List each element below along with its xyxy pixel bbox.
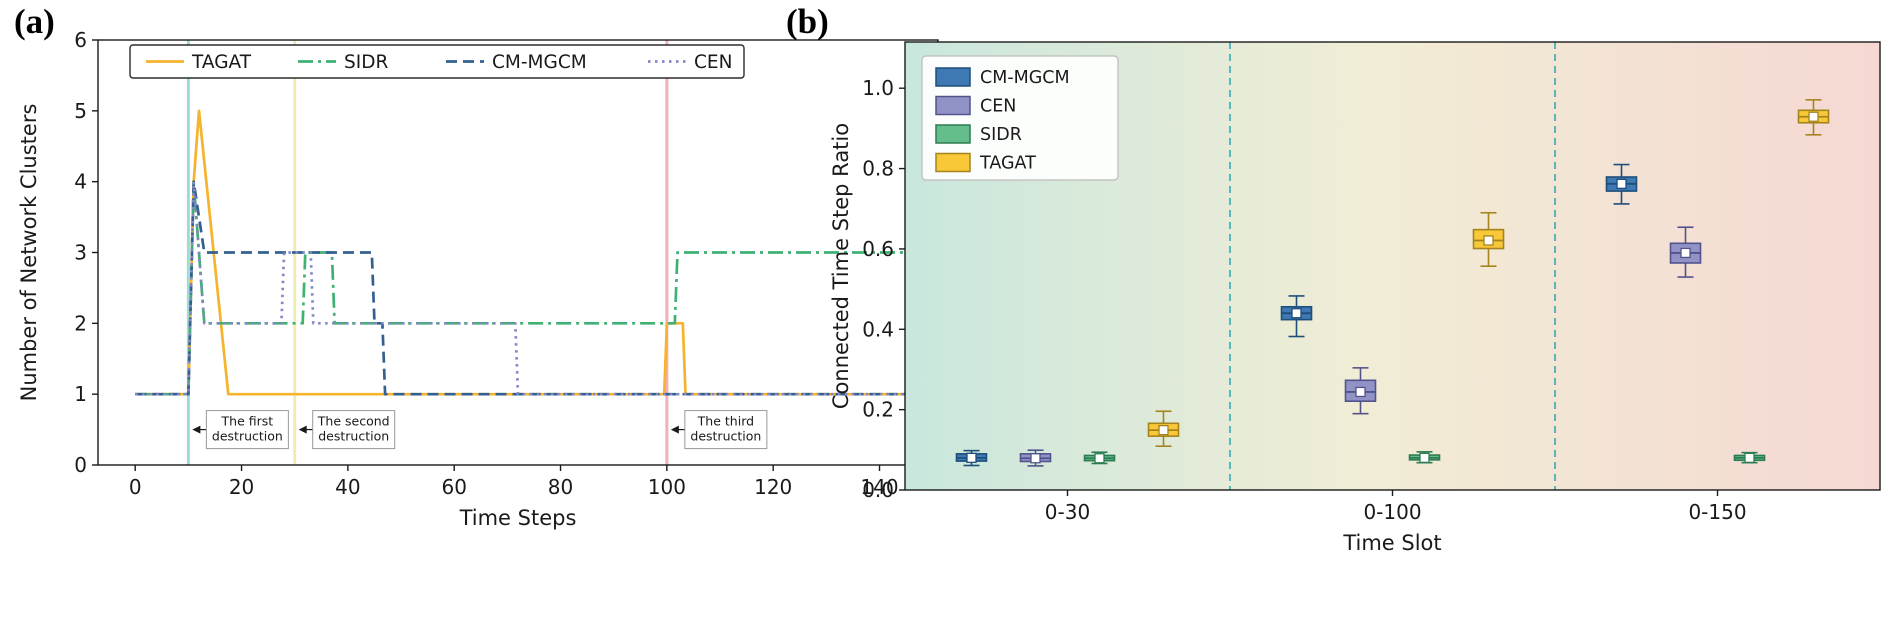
panel-a-x-tick-label: 40 <box>335 475 360 499</box>
panel-b-y-tick-label: 0.2 <box>862 398 894 422</box>
box-CEN-0-30 <box>1019 449 1052 467</box>
panel-b-legend-box <box>921 55 1119 181</box>
legend-label-TAGAT: TAGAT <box>979 154 1036 174</box>
mean-marker <box>1291 308 1302 319</box>
mean-marker <box>1419 452 1430 464</box>
box-CEN-0-100 <box>1344 367 1377 415</box>
legend-label-CM-MGCM: CM-MGCM <box>492 52 587 73</box>
panel-a-x-tick-label: 0 <box>129 475 142 499</box>
box-SIDR-0-30 <box>1083 451 1116 465</box>
panel-b-label: (b) <box>786 2 829 41</box>
panel-b-chart: 0.0 0.2 0.4 0.6 0.8 1.0 0-30 0-100 0-150 Time Slo… <box>829 41 1881 555</box>
mean-marker <box>1030 453 1041 464</box>
panel-a-y-tick-label: 6 <box>74 28 87 52</box>
annotation-text: destruction <box>690 429 761 444</box>
box-TAGAT-0-30 <box>1147 410 1180 448</box>
box-SIDR-0-150 <box>1733 451 1766 464</box>
annotation-text: The second <box>317 414 390 429</box>
annotation-arrowhead-icon <box>670 425 679 434</box>
series-CM-MGCM-line <box>135 180 933 396</box>
panel-b-y-tick-label: 0.6 <box>862 237 894 261</box>
series-CEN-line <box>135 180 933 396</box>
legend-swatch-CEN <box>935 95 971 116</box>
panel-a-x-tick-label: 60 <box>441 475 466 499</box>
panel-b-y-tick-label: 0.0 <box>862 478 894 502</box>
box-CEN-0-150 <box>1669 226 1702 278</box>
panel-a-y-tick-label: 2 <box>74 311 87 335</box>
panel-b-legend: CM-MGCM CEN SIDR TAGAT <box>921 55 1119 181</box>
mean-marker <box>1808 111 1819 122</box>
box-TAGAT-0-150 <box>1797 99 1830 136</box>
mean-marker <box>1094 453 1105 464</box>
panel-a-y-tick-label: 0 <box>74 453 87 477</box>
panel-b-y-tick-label: 0.8 <box>862 157 894 181</box>
annotation-text: destruction <box>318 429 389 444</box>
panel-b-xlabel: Time Slot <box>1342 531 1441 555</box>
mean-marker <box>1680 247 1691 259</box>
mean-marker <box>966 452 977 464</box>
series-SIDR-line <box>135 180 933 396</box>
panel-b-y-tick-label: 0.4 <box>862 317 894 341</box>
box-CM-MGCM-0-150 <box>1605 163 1638 205</box>
legend-label-CEN: CEN <box>694 52 732 73</box>
annotation-text: The third <box>697 414 754 429</box>
panel-a-x-tick-label: 100 <box>648 475 686 499</box>
panel-a-x-tick-label: 140 <box>860 475 898 499</box>
annotation-arrowhead-icon <box>192 425 201 434</box>
panel-b-x-tick-label: 0-100 <box>1363 500 1421 524</box>
mean-marker <box>1483 235 1494 246</box>
panel-a-y-tick-label: 4 <box>74 170 87 194</box>
legend-label-SIDR: SIDR <box>344 52 388 73</box>
panel-a-x-tick-label: 20 <box>229 475 254 499</box>
series-TAGAT-line <box>135 109 933 396</box>
panel-a-x-tick-label: 120 <box>754 475 792 499</box>
panel-a-ylabel: Number of Network Clusters <box>17 104 41 402</box>
panel-b-x-tick-label: 0-150 <box>1688 500 1746 524</box>
legend-label-TAGAT: TAGAT <box>191 52 252 73</box>
panel-a-y-tick-label: 3 <box>74 241 87 265</box>
mean-marker <box>1158 424 1169 436</box>
mean-marker <box>1355 386 1366 398</box>
mean-marker <box>1744 452 1755 464</box>
panel-a-xlabel: Time Steps <box>459 506 577 530</box>
legend-label-SIDR: SIDR <box>980 125 1022 145</box>
panel-a-legend-box <box>129 44 745 79</box>
box-CM-MGCM-0-100 <box>1280 295 1313 338</box>
annotation-arrowhead-icon <box>298 425 307 434</box>
box-CM-MGCM-0-30 <box>955 449 988 467</box>
annotation-box <box>205 410 289 450</box>
mean-marker <box>1616 178 1627 189</box>
annotation-text: The first <box>221 414 274 429</box>
panel-a-chart: 0 20 40 60 80 100 120 140 0 1 2 3 4 5 6 Time Steps Numbe… <box>17 28 939 530</box>
legend-swatch-CM-MGCM <box>935 67 971 87</box>
legend-label-CEN: CEN <box>980 97 1016 117</box>
legend-swatch-TAGAT <box>935 152 971 173</box>
box-SIDR-0-100 <box>1408 451 1441 464</box>
legend-label-CM-MGCM: CM-MGCM <box>980 68 1070 88</box>
panel-a-y-tick-label: 5 <box>74 99 87 123</box>
panel-a-legend: TAGAT SIDR CM-MGCM CEN <box>129 44 745 79</box>
annotation-text: destruction <box>212 429 283 444</box>
annotation-box <box>684 410 768 450</box>
panel-b-ylabel: Connected Time Step Ratio <box>829 123 853 409</box>
panel-a-y-tick-label: 1 <box>74 382 87 406</box>
box-TAGAT-0-100 <box>1472 211 1505 268</box>
panel-a-label: (a) <box>14 2 55 41</box>
panel-b-y-tick-label: 1.0 <box>862 76 894 100</box>
annotation-box <box>312 410 396 450</box>
panel-b-x-tick-label: 0-30 <box>1045 500 1090 524</box>
legend-swatch-SIDR <box>935 124 971 144</box>
panel-a-x-tick-label: 80 <box>548 475 573 499</box>
